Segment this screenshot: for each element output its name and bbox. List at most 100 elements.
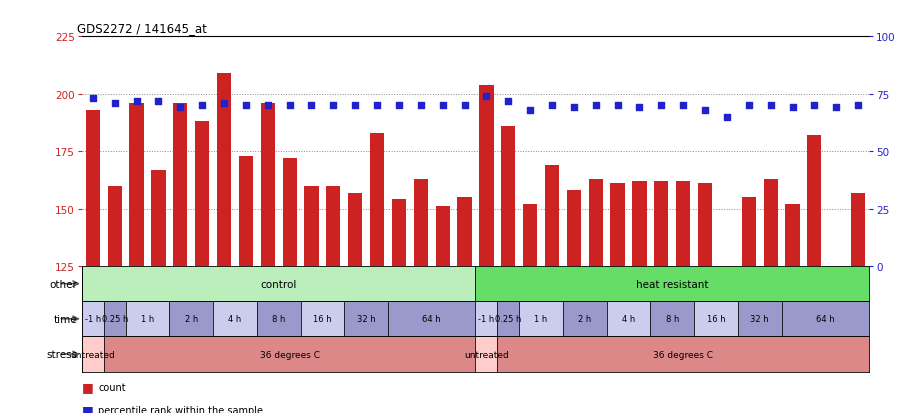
Bar: [238, 157, 253, 266]
Text: count: count: [98, 382, 126, 392]
Bar: [82, 337, 104, 372]
Bar: [763, 179, 778, 266]
Bar: [829, 266, 844, 273]
Text: 64 h: 64 h: [816, 315, 834, 323]
Point: [129, 98, 144, 104]
Point: [720, 114, 734, 121]
Bar: [107, 186, 122, 266]
Text: 36 degrees C: 36 degrees C: [653, 350, 713, 358]
Text: 4 h: 4 h: [622, 315, 635, 323]
Bar: [126, 301, 169, 337]
Point: [348, 102, 362, 109]
Bar: [104, 301, 126, 337]
Bar: [654, 182, 669, 266]
Bar: [169, 301, 213, 337]
Point: [676, 102, 691, 109]
Bar: [173, 104, 187, 266]
Bar: [217, 74, 231, 266]
Text: GDS2272 / 141645_at: GDS2272 / 141645_at: [77, 22, 207, 35]
Bar: [498, 301, 520, 337]
Text: 32 h: 32 h: [751, 315, 769, 323]
Bar: [213, 301, 257, 337]
Bar: [104, 337, 476, 372]
Bar: [545, 166, 559, 266]
Text: 4 h: 4 h: [228, 315, 241, 323]
Bar: [611, 184, 624, 266]
Bar: [475, 301, 498, 337]
Text: time: time: [54, 314, 77, 324]
Point: [195, 102, 209, 109]
Point: [260, 102, 275, 109]
Text: 2 h: 2 h: [578, 315, 592, 323]
Point: [632, 105, 647, 112]
Bar: [567, 191, 581, 266]
Point: [567, 105, 581, 112]
Bar: [327, 186, 340, 266]
Point: [763, 102, 778, 109]
Text: 16 h: 16 h: [313, 315, 332, 323]
Text: 1 h: 1 h: [141, 315, 154, 323]
Bar: [86, 111, 100, 266]
Bar: [589, 179, 602, 266]
Text: untreated: untreated: [70, 350, 116, 358]
Bar: [742, 198, 756, 266]
Text: 16 h: 16 h: [707, 315, 725, 323]
Bar: [344, 301, 388, 337]
Bar: [82, 266, 475, 301]
Bar: [82, 301, 104, 337]
Text: 0.25 h: 0.25 h: [102, 315, 128, 323]
Point: [326, 102, 340, 109]
Bar: [738, 301, 782, 337]
Point: [86, 96, 100, 102]
Point: [151, 98, 166, 104]
Bar: [498, 337, 869, 372]
Text: 64 h: 64 h: [422, 315, 441, 323]
Bar: [651, 301, 694, 337]
Point: [545, 102, 560, 109]
Bar: [501, 126, 515, 266]
Bar: [414, 179, 428, 266]
Text: 2 h: 2 h: [185, 315, 197, 323]
Point: [304, 102, 318, 109]
Bar: [785, 204, 800, 266]
Text: 32 h: 32 h: [357, 315, 376, 323]
Text: ■: ■: [82, 403, 94, 413]
Text: 0.25 h: 0.25 h: [495, 315, 521, 323]
Point: [501, 98, 516, 104]
Text: ■: ■: [82, 380, 94, 393]
Bar: [475, 337, 498, 372]
Point: [480, 93, 494, 100]
Point: [173, 105, 187, 112]
Bar: [370, 133, 384, 266]
Bar: [607, 301, 651, 337]
Bar: [851, 193, 865, 266]
Point: [282, 102, 297, 109]
Bar: [195, 122, 209, 266]
Bar: [257, 301, 300, 337]
Text: other: other: [49, 279, 77, 289]
Point: [457, 102, 471, 109]
Text: -1 h: -1 h: [479, 315, 494, 323]
Bar: [720, 266, 734, 278]
Point: [217, 100, 231, 107]
Text: 8 h: 8 h: [272, 315, 286, 323]
Point: [829, 105, 844, 112]
Bar: [388, 301, 475, 337]
Bar: [563, 301, 607, 337]
Bar: [349, 193, 362, 266]
Point: [369, 102, 384, 109]
Text: -1 h: -1 h: [85, 315, 101, 323]
Point: [238, 102, 253, 109]
Bar: [300, 301, 344, 337]
Point: [413, 102, 428, 109]
Bar: [523, 204, 537, 266]
Bar: [475, 266, 869, 301]
Bar: [151, 170, 166, 266]
Point: [785, 105, 800, 112]
Text: 8 h: 8 h: [665, 315, 679, 323]
Point: [589, 102, 603, 109]
Text: 1 h: 1 h: [534, 315, 548, 323]
Bar: [520, 301, 563, 337]
Text: heat resistant: heat resistant: [636, 279, 709, 289]
Text: 36 degrees C: 36 degrees C: [259, 350, 319, 358]
